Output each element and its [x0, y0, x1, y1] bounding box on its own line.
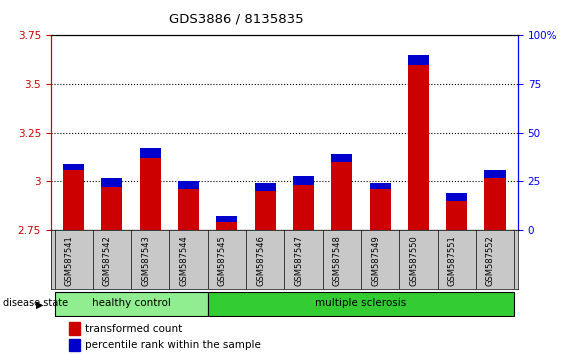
Text: GSM587544: GSM587544 — [180, 235, 189, 286]
Bar — [178, 182, 199, 189]
Bar — [446, 193, 467, 201]
Bar — [216, 217, 238, 222]
Text: multiple sclerosis: multiple sclerosis — [315, 298, 406, 308]
Bar — [408, 55, 429, 65]
Text: GSM587546: GSM587546 — [256, 235, 265, 286]
Bar — [63, 164, 84, 170]
Bar — [63, 170, 84, 230]
Text: GSM587545: GSM587545 — [218, 235, 227, 286]
Bar — [140, 158, 161, 230]
Text: healthy control: healthy control — [92, 298, 171, 308]
Bar — [331, 162, 352, 230]
Text: GSM587550: GSM587550 — [409, 235, 418, 286]
Text: disease state: disease state — [3, 298, 68, 308]
Bar — [331, 154, 352, 162]
Text: GSM587552: GSM587552 — [486, 235, 495, 286]
Text: percentile rank within the sample: percentile rank within the sample — [85, 340, 261, 350]
Text: ▶: ▶ — [37, 299, 44, 309]
Text: GSM587551: GSM587551 — [448, 235, 457, 286]
Bar — [101, 178, 123, 187]
Text: GDS3886 / 8135835: GDS3886 / 8135835 — [169, 12, 304, 25]
Bar — [216, 222, 238, 230]
Bar — [101, 187, 123, 230]
Text: transformed count: transformed count — [85, 324, 182, 333]
Bar — [293, 176, 314, 185]
Bar — [293, 185, 314, 230]
Bar — [369, 183, 391, 189]
Bar — [55, 292, 208, 315]
Bar — [408, 65, 429, 230]
Bar — [484, 178, 506, 230]
Bar — [484, 170, 506, 178]
Text: GSM587541: GSM587541 — [65, 235, 74, 286]
Bar — [254, 183, 276, 191]
Bar — [69, 339, 79, 351]
Bar — [369, 189, 391, 230]
Bar — [140, 148, 161, 158]
Text: GSM587549: GSM587549 — [371, 235, 380, 286]
Text: GSM587547: GSM587547 — [294, 235, 303, 286]
Bar — [254, 191, 276, 230]
Text: GSM587543: GSM587543 — [141, 235, 150, 286]
Bar — [69, 322, 79, 335]
Bar — [178, 189, 199, 230]
Bar — [446, 201, 467, 230]
Bar — [208, 292, 514, 315]
Text: GSM587542: GSM587542 — [103, 235, 112, 286]
Text: GSM587548: GSM587548 — [333, 235, 342, 286]
